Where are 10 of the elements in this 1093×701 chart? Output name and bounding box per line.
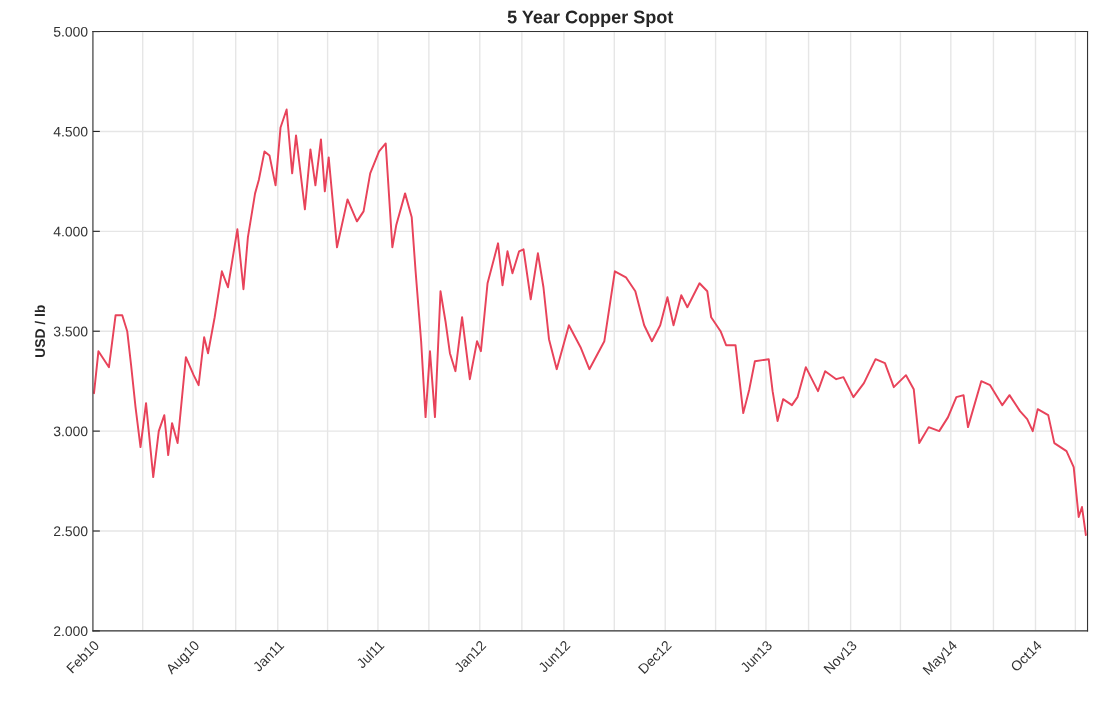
y-tick-label: 2.000: [53, 626, 88, 637]
line-series: [93, 108, 1087, 536]
y-tick-label: 4.500: [53, 126, 88, 137]
y-axis-title: USD / lb: [34, 305, 46, 358]
y-tick-label: 5.000: [53, 26, 88, 37]
y-tick-label: 3.500: [53, 326, 88, 337]
y-tick-label: 2.500: [53, 526, 88, 537]
chart-title: 5 Year Copper Spot: [507, 10, 674, 27]
y-tick-label: 3.000: [53, 426, 88, 437]
y-tick-label: 4.000: [53, 226, 88, 237]
